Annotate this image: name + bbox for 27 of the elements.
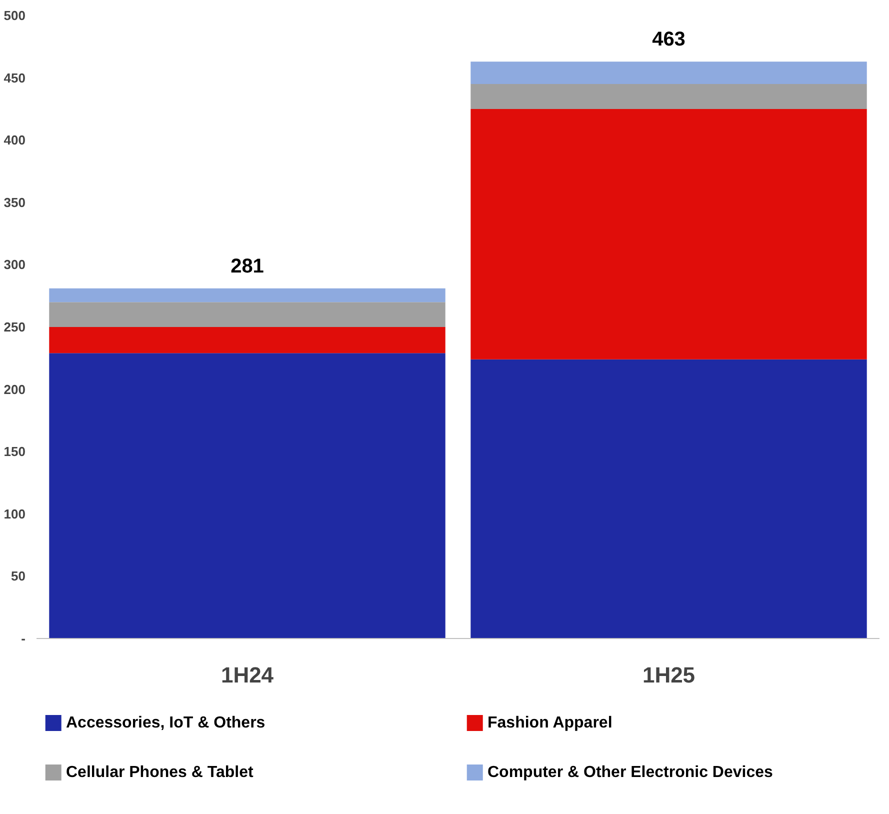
- y-tick-label: 150: [4, 444, 26, 460]
- y-tick-label: 400: [4, 132, 26, 148]
- bar: [470, 359, 867, 638]
- legend-label: Accessories, IoT & Others: [66, 714, 266, 732]
- bar: [49, 288, 446, 302]
- bar: [49, 327, 446, 354]
- bar: [49, 302, 446, 327]
- x-tick-label: 1H25: [642, 662, 696, 688]
- y-tick-label: 50: [11, 568, 26, 584]
- bar: [470, 62, 867, 84]
- y-tick-label: 300: [4, 257, 26, 272]
- y-tick-label: 350: [4, 194, 26, 210]
- legend-label: Cellular Phones & Tablet: [66, 764, 254, 781]
- y-tick-label: 250: [4, 320, 26, 334]
- y-tick-label: 100: [4, 506, 26, 522]
- y-tick-label: -: [21, 631, 26, 646]
- bar: [470, 84, 867, 109]
- legend-label: Fashion Apparel: [488, 714, 612, 732]
- x-tick-label: 1H24: [220, 662, 274, 688]
- y-tick-label: 500: [4, 8, 26, 23]
- bar: [470, 108, 867, 360]
- total-label: 463: [652, 28, 686, 51]
- bar: [49, 353, 446, 638]
- legend-label: Computer & Other Electronic Devices: [488, 764, 774, 781]
- y-tick-label: 200: [4, 382, 26, 397]
- total-label: 281: [230, 255, 264, 278]
- y-tick-label: 450: [4, 70, 26, 86]
